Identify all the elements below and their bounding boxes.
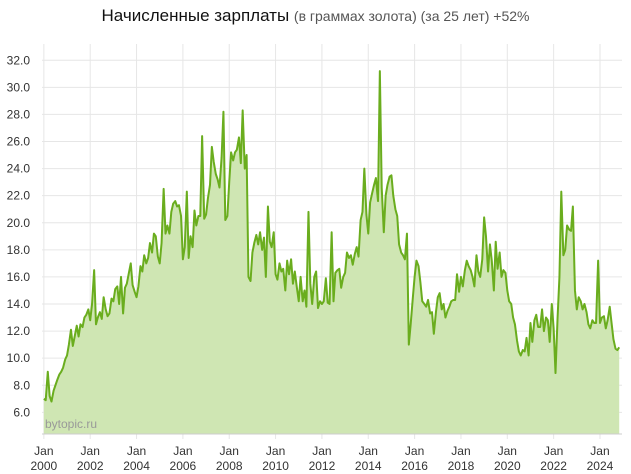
y-tick-label: 16.0 <box>7 270 31 284</box>
y-tick-label: 10.0 <box>7 351 31 365</box>
x-tick-year-label: 2004 <box>123 459 150 473</box>
chart-title-main: Начисленные зарплаты <box>101 6 290 25</box>
y-tick-label: 28.0 <box>7 107 31 121</box>
x-tick-month-label: Jan <box>81 444 100 458</box>
x-tick-year-label: 2014 <box>355 459 382 473</box>
x-tick-month-label: Jan <box>34 444 53 458</box>
x-tick-year-label: 2016 <box>401 459 428 473</box>
x-tick-month-label: Jan <box>359 444 378 458</box>
x-tick-year-label: 2020 <box>494 459 521 473</box>
x-tick-month-label: Jan <box>312 444 331 458</box>
y-tick-label: 6.0 <box>13 405 30 419</box>
y-tick-label: 18.0 <box>7 243 31 257</box>
y-axis-ticks: 6.0 8.0 10.0 12.0 14.0 16.0 18.0 20.0 22.0 24.0 26… <box>7 53 31 419</box>
x-tick-year-label: 2008 <box>216 459 243 473</box>
x-tick-year-label: 2024 <box>587 459 614 473</box>
y-tick-label: 32.0 <box>7 53 31 67</box>
y-tick-label: 26.0 <box>7 135 31 149</box>
y-tick-label: 12.0 <box>7 324 31 338</box>
y-tick-label: 20.0 <box>7 216 31 230</box>
x-tick-month-label: Jan <box>220 444 239 458</box>
chart-subtitle: (в граммах золота) (за 25 лет) +52% <box>293 8 530 24</box>
y-tick-label: 24.0 <box>7 162 31 176</box>
x-tick-month-label: Jan <box>544 444 563 458</box>
x-tick-month-label: Jan <box>173 444 192 458</box>
y-tick-label: 22.0 <box>7 189 31 203</box>
y-tick-label: 30.0 <box>7 80 31 94</box>
x-tick-year-label: 2006 <box>170 459 197 473</box>
x-tick-month-label: Jan <box>266 444 285 458</box>
x-axis-ticks: Jan2000Jan2002Jan2004Jan2006Jan2008Jan20… <box>31 444 614 473</box>
x-tick-year-label: 2012 <box>309 459 336 473</box>
x-tick-year-label: 2010 <box>262 459 289 473</box>
series-line <box>43 70 621 403</box>
y-tick-label: 8.0 <box>13 378 30 392</box>
x-tick-year-label: 2002 <box>77 459 104 473</box>
watermark-text: bytopic.ru <box>45 417 97 431</box>
x-tick-year-label: 2022 <box>540 459 567 473</box>
x-tick-month-label: Jan <box>590 444 609 458</box>
x-tick-month-label: Jan <box>127 444 146 458</box>
x-tick-month-label: Jan <box>405 444 424 458</box>
chart-title: Начисленные зарплаты (в граммах золота) … <box>0 6 631 26</box>
x-tick-year-label: 2000 <box>31 459 58 473</box>
y-tick-label: 14.0 <box>7 297 31 311</box>
x-tick-year-label: 2018 <box>448 459 475 473</box>
x-tick-month-label: Jan <box>498 444 517 458</box>
x-tick-month-label: Jan <box>451 444 470 458</box>
